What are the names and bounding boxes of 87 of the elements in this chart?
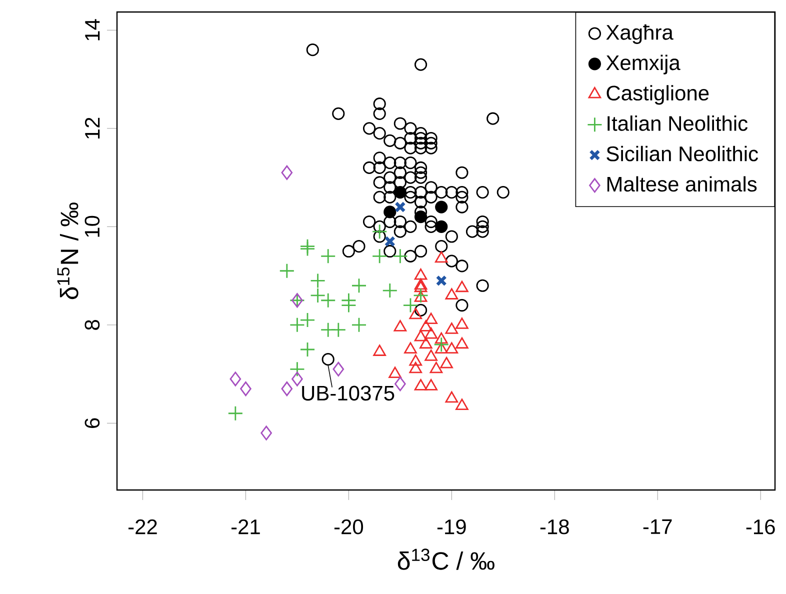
x-tick-label: -18 [540,519,569,534]
point [279,263,295,279]
point [420,337,432,349]
point [300,312,316,328]
point [290,317,305,333]
point [424,350,438,361]
point [388,366,402,378]
point [424,312,438,324]
y-tick-label: 8 [84,320,100,330]
x-tick-label: -20 [334,519,364,534]
point [420,320,432,332]
x-tick-label: -17 [643,519,672,534]
point [404,342,417,354]
point [402,298,418,313]
point [445,342,458,354]
point [414,280,428,292]
point [230,372,242,386]
point [300,342,316,358]
annotation: UB-10375 [302,386,394,401]
y-axis-title: δ$^{15}$N / ‰ [57,202,78,300]
point [434,251,448,263]
point [392,248,408,264]
point [290,361,305,377]
point [409,354,422,366]
legend-label: Italian Neolithic [608,115,748,131]
point [320,248,336,264]
point [384,236,396,247]
x-tick-label: -21 [231,519,260,534]
point [456,318,468,329]
point [372,248,388,264]
point [281,165,293,180]
y-tick-label: 12 [84,118,100,138]
y-tick-label: 6 [84,418,100,428]
point [384,206,396,218]
legend-label: Xemxija [606,54,680,74]
point [414,278,428,290]
point [414,379,428,390]
legend-label: Maltese animals [607,176,757,192]
point [434,342,448,354]
point [414,290,428,302]
point [228,406,244,422]
point [340,298,356,313]
point [373,344,386,356]
point [332,362,344,376]
x-axis-title: δ$^{13}$C / ‰ [398,548,494,570]
point [382,282,398,298]
point [445,288,458,300]
point [456,398,468,410]
point [394,186,406,199]
legend-label: Sicilian Neolithic [606,146,758,162]
point [445,391,458,403]
point [435,200,448,214]
y-tick-label: 14 [85,19,100,40]
point [240,381,252,396]
legend-label: Castiglione [606,85,709,105]
point [424,327,438,339]
point [320,292,336,308]
point [414,330,428,342]
point [281,381,293,396]
point [430,362,443,374]
point [409,362,422,374]
legend-label: Xagħra [606,24,674,44]
point [424,379,438,390]
point [351,317,367,333]
point [292,372,303,386]
x-tick-label: -22 [128,519,157,534]
point [310,273,326,288]
point [330,322,346,338]
point [413,288,428,304]
point [435,220,448,233]
point [456,280,468,292]
point [394,320,407,332]
point [456,337,468,349]
point [394,201,406,213]
point [436,275,447,286]
point [434,332,448,344]
point [414,268,428,280]
point [440,356,453,368]
point [260,426,272,440]
x-tick-label: -16 [746,519,775,534]
y-tick-label: 10 [84,216,100,237]
point [394,376,406,392]
point [351,278,367,294]
point [310,288,326,304]
point [434,336,450,352]
point [445,322,458,334]
x-tick-label: -19 [437,519,466,534]
